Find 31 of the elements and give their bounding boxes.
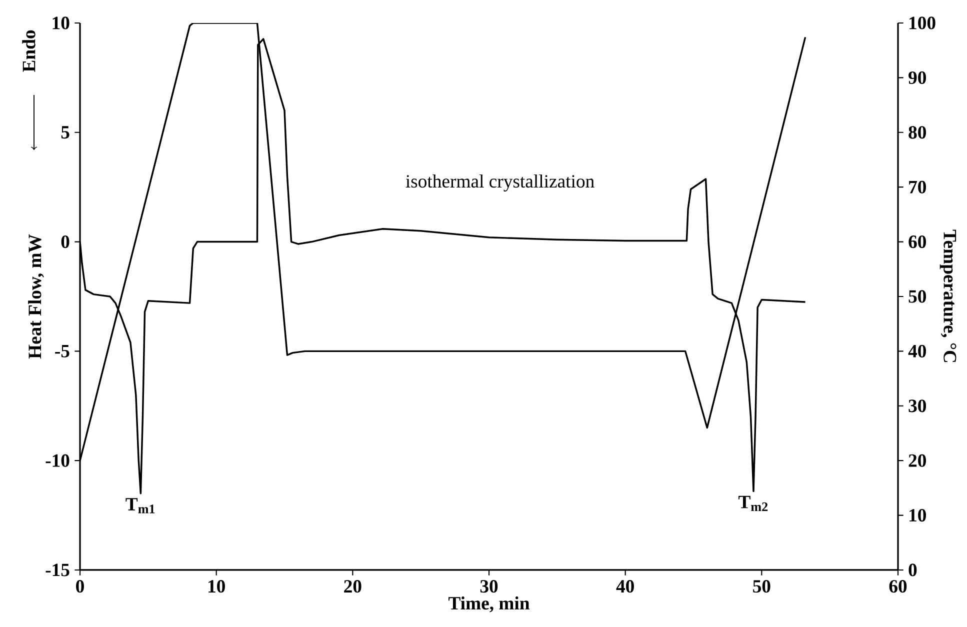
y2-tick-label: 0 xyxy=(908,564,917,576)
annotation: T$_{m1}$ xyxy=(126,498,155,514)
y2-tick-label: 80 xyxy=(908,126,926,139)
x-tick-label: 50 xyxy=(753,580,770,593)
y-tick-label: 10 xyxy=(52,16,70,30)
y-tick-label: 5 xyxy=(61,126,70,139)
x-tick-label: 60 xyxy=(889,580,907,593)
y2-tick-label: 50 xyxy=(908,290,926,303)
y-tick-label: -15 xyxy=(46,564,70,576)
y2-tick-label: 20 xyxy=(908,454,926,467)
y2-axis-title: Temperature, °C xyxy=(940,230,956,362)
y2-tick-label: 30 xyxy=(908,400,926,412)
annotation: isothermal crystallization xyxy=(406,174,594,192)
x-axis-title: Time, min xyxy=(448,596,530,612)
annotation: T$_{m2}$ xyxy=(738,496,768,512)
text: Endo xyxy=(22,30,36,72)
x-tick-label: 0 xyxy=(76,580,84,593)
y-tick-label: -5 xyxy=(55,344,70,358)
y2-tick-label: 40 xyxy=(908,344,926,358)
y2-tick-label: 60 xyxy=(908,235,926,248)
x-tick-label: 30 xyxy=(480,580,498,593)
y2-tick-label: 70 xyxy=(909,180,926,194)
y-axis-title: Heat Flow, mW xyxy=(28,234,44,359)
x-tick-label: 20 xyxy=(344,580,362,593)
y2-tick-label: 10 xyxy=(910,508,926,522)
y-tick-label: 0 xyxy=(61,235,70,248)
x-tick-label: 10 xyxy=(208,580,225,593)
y-tick-label: -10 xyxy=(46,454,70,467)
x-tick-label: 40 xyxy=(616,580,634,593)
y2-tick-label: 100 xyxy=(910,16,936,30)
y2-tick-label: 90 xyxy=(908,71,926,84)
